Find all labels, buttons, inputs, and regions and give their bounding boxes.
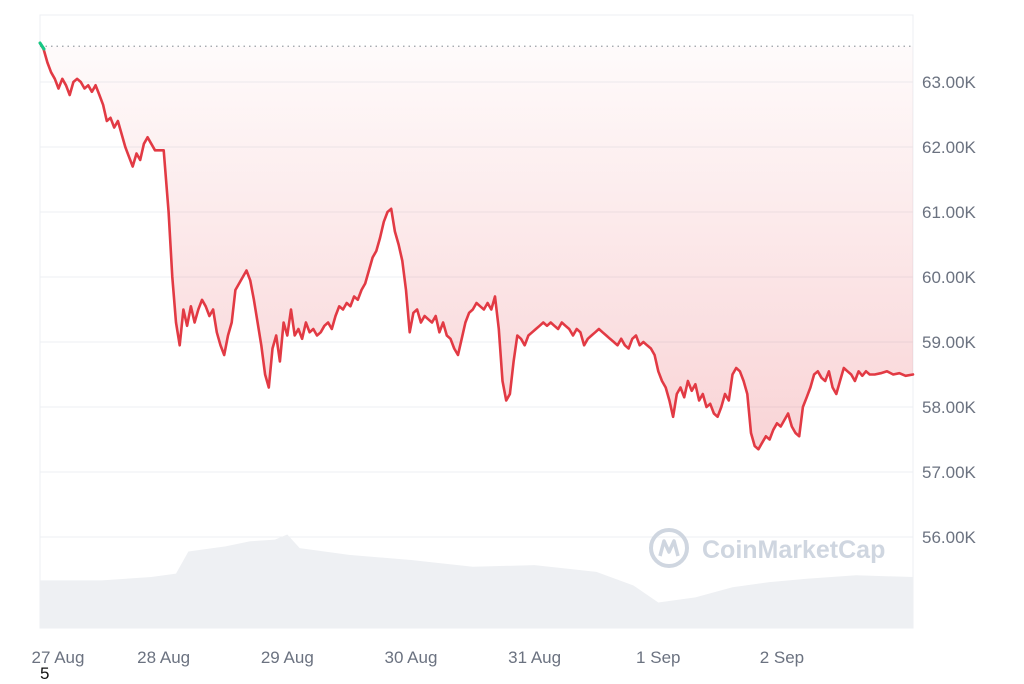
y-axis: 63.00K 62.00K 61.00K 60.00K 59.00K 58.00K 57.0… bbox=[922, 73, 977, 547]
y-tick-label: 58.00K bbox=[922, 398, 977, 417]
y-tick-label: 63.00K bbox=[922, 73, 977, 92]
x-tick-label: 29 Aug bbox=[261, 648, 314, 667]
price-area bbox=[40, 43, 913, 450]
x-tick-label: 31 Aug bbox=[508, 648, 561, 667]
y-tick-label: 60.00K bbox=[922, 268, 977, 287]
y-tick-label: 59.00K bbox=[922, 333, 977, 352]
volume-shape bbox=[40, 534, 913, 628]
volume-area bbox=[40, 534, 913, 628]
y-tick-label: 56.00K bbox=[922, 528, 977, 547]
x-axis: 27 Aug 28 Aug 29 Aug 30 Aug 31 Aug 1 Sep 2 Sep bbox=[32, 648, 805, 667]
y-tick-label: 57.00K bbox=[922, 463, 977, 482]
x-tick-label: 27 Aug bbox=[32, 648, 85, 667]
x-tick-label: 1 Sep bbox=[636, 648, 680, 667]
y-tick-label: 61.00K bbox=[922, 203, 977, 222]
footer-number: 5 bbox=[40, 664, 50, 683]
x-tick-label: 28 Aug bbox=[137, 648, 190, 667]
watermark-text: CoinMarketCap bbox=[702, 536, 885, 564]
y-tick-label: 62.00K bbox=[922, 138, 977, 157]
price-line bbox=[38, 41, 915, 451]
coinmarketcap-logo-icon bbox=[649, 528, 689, 568]
price-fill bbox=[40, 43, 913, 450]
watermark: CoinMarketCap bbox=[649, 528, 885, 568]
start-segment bbox=[38, 41, 46, 51]
x-tick-label: 2 Sep bbox=[760, 648, 804, 667]
price-series-line bbox=[38, 41, 915, 451]
x-tick-label: 30 Aug bbox=[384, 648, 437, 667]
